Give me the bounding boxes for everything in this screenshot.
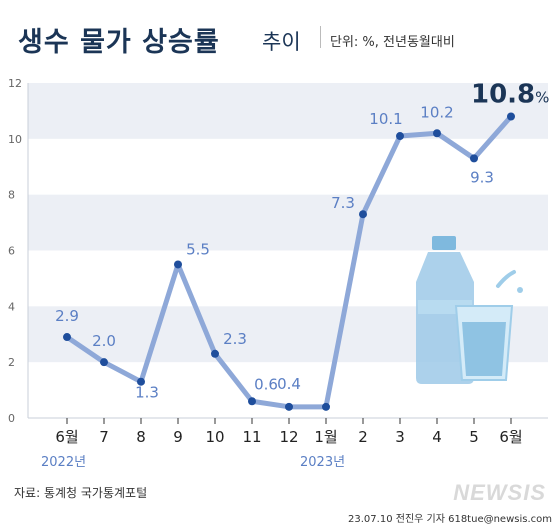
data-point <box>359 210 367 219</box>
water-bottle-illustration <box>416 236 523 384</box>
data-point <box>322 402 330 411</box>
x-tick-label: 11 <box>242 428 261 446</box>
data-label: 2.0 <box>92 332 116 350</box>
credit-line: 23.07.10 전진우 기자 618tue@newsis.com <box>348 514 552 525</box>
x-tick-label: 2 <box>358 428 368 446</box>
y-tick-label: 0 <box>8 412 15 425</box>
y-tick-label: 2 <box>8 356 15 369</box>
glass-water <box>462 322 506 376</box>
x-tick-label: 10 <box>205 428 224 446</box>
x-tick-label: 9 <box>173 428 183 446</box>
x-tick-label: 6월 <box>55 428 78 446</box>
year-label: 2023년 <box>300 455 345 470</box>
data-label: 0.4 <box>277 375 301 393</box>
bottle-cap <box>432 236 456 250</box>
data-point <box>63 333 71 342</box>
y-tick-label: 10 <box>8 133 22 146</box>
page-title: 생수 물가 상승률 <box>18 27 220 58</box>
data-label: 0.6 <box>254 375 278 393</box>
data-label: 10.1 <box>369 110 402 128</box>
series-points <box>63 112 515 411</box>
grid-band <box>28 83 548 139</box>
y-axis-ticks: 0 2 4 6 8 10 12 <box>8 77 22 425</box>
x-tick-label: 4 <box>432 428 442 446</box>
newsis-logo: NEWSIS <box>453 480 546 505</box>
data-point <box>396 132 404 141</box>
data-point <box>100 358 108 367</box>
year-label: 2022년 <box>41 455 86 470</box>
data-point <box>470 154 478 163</box>
x-axis: 6월 7 8 9 10 11 12 1월 2 3 4 5 6월 2022년 2023년 <box>28 417 548 470</box>
unit-label: 단위: %, 전년동월대비 <box>330 35 455 50</box>
data-point <box>507 112 515 121</box>
x-tick-label: 12 <box>279 428 298 446</box>
x-tick-label: 3 <box>395 428 405 446</box>
x-tick-label: 7 <box>99 428 109 446</box>
x-tick-label: 6월 <box>499 428 522 446</box>
x-tick-label: 5 <box>469 428 479 446</box>
data-label: 7.3 <box>331 194 355 212</box>
data-point <box>285 402 293 411</box>
data-label: 2.9 <box>55 307 79 325</box>
data-label: 2.3 <box>223 330 247 348</box>
data-point <box>433 129 441 138</box>
y-tick-label: 6 <box>8 245 15 258</box>
data-label: 10.2 <box>420 103 453 121</box>
y-tick-label: 4 <box>8 300 15 313</box>
x-tick-label: 1월 <box>314 428 337 446</box>
data-label: 5.5 <box>186 240 210 258</box>
grid-band <box>28 194 548 251</box>
page-subtitle: 추이 <box>262 30 301 54</box>
data-point <box>248 397 256 406</box>
y-tick-label: 12 <box>8 77 22 90</box>
x-tick-label: 8 <box>136 428 146 446</box>
data-point <box>137 377 145 386</box>
data-point <box>174 260 182 269</box>
title-divider <box>320 26 321 48</box>
source-note: 자료: 통계청 국가통계포털 <box>14 486 148 500</box>
data-label: 9.3 <box>470 168 494 186</box>
data-point <box>211 349 219 358</box>
y-tick-label: 8 <box>8 189 15 202</box>
header: 생수 물가 상승률 추이 단위: %, 전년동월대비 <box>0 0 560 70</box>
data-label: 1.3 <box>135 384 159 402</box>
water-drop <box>517 287 523 293</box>
water-splash <box>496 270 516 288</box>
